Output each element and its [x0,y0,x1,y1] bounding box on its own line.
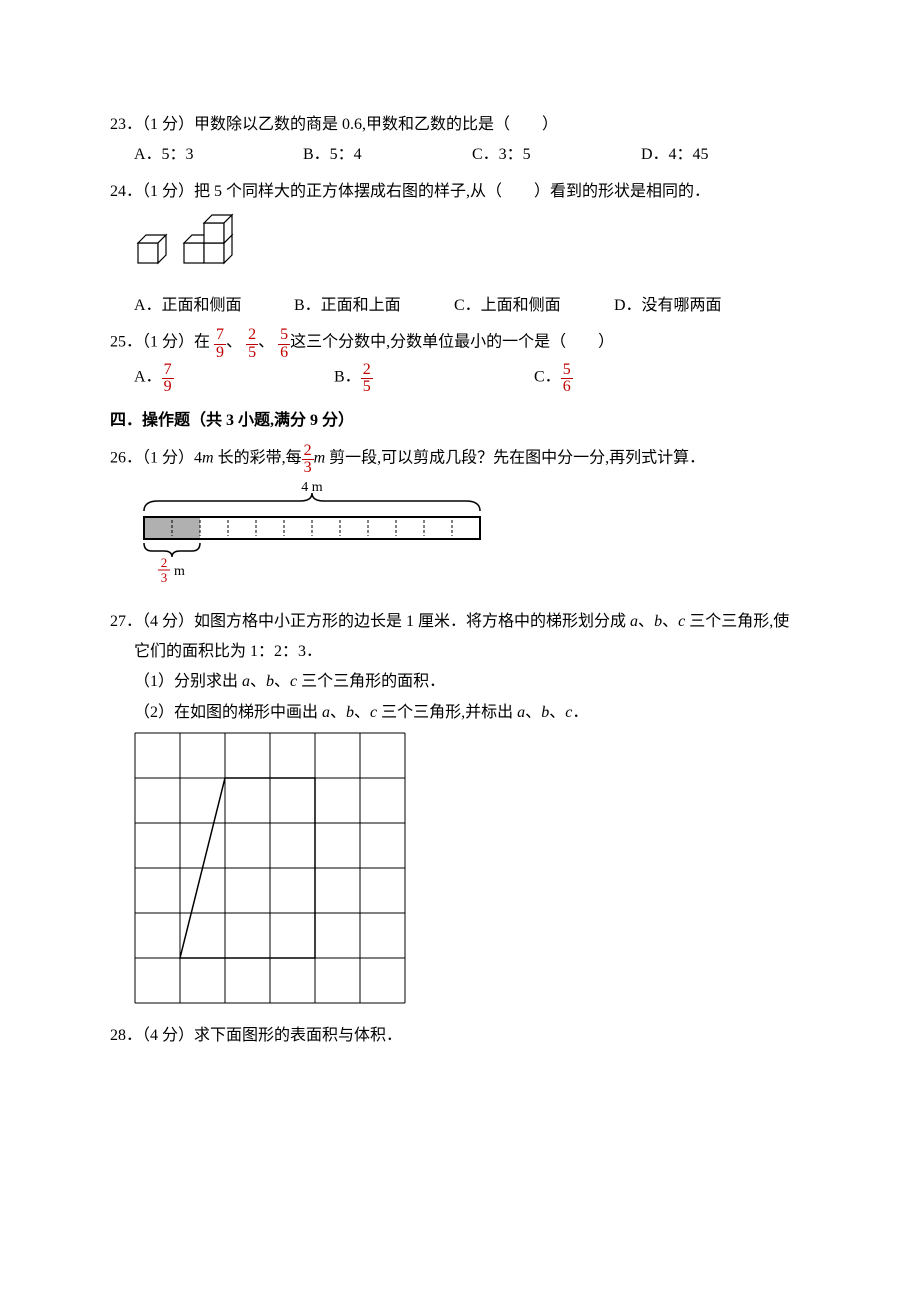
q24-points: （1 分） [142,183,194,200]
q26-unit1: m [202,449,214,466]
q25-number: 25 [110,333,126,350]
grid-svg [134,732,406,1004]
q23-choice-d: D．4：45 [641,140,810,170]
q26-frac: 23 [302,443,314,478]
q28-number: 28 [110,1027,126,1044]
q24-number: 24 [110,183,126,200]
q24-choice-d: D．没有哪两面 [614,291,774,321]
q25-choice-c: C．56 [534,362,734,397]
q25-a-frac: 79 [162,362,174,397]
q25-choice-b: B．25 [334,362,534,397]
q27-text1: 如图方格中小正方形的边长是 1 厘米．将方格中的梯形划分成 [194,613,630,630]
q25-b-frac: 25 [361,362,373,397]
q25-points: （1 分） [142,333,194,350]
q23-choice-a: A．5：3 [134,140,303,170]
q26-unit2: m [314,449,326,466]
q27-text1b: 三个三角形,使 [685,613,789,630]
q25-post: 这三个分数中,分数单位最小的一个是（ ） [290,333,614,350]
q26-stem: 26．（1 分）4m 长的彩带,每23m 剪一段,可以剪成几段？先在图中分一分,… [110,443,810,478]
q27-points: （4 分） [142,613,194,630]
q24-stem: 24．（1 分）把 5 个同样大的正方体摆成右图的样子,从（ ）看到的形状是相同… [110,177,810,207]
section-4-heading: 四．操作题（共 3 小题,满分 9 分） [110,406,810,436]
svg-text:3: 3 [161,570,168,585]
q26-mid: 长的彩带,每 [214,449,302,466]
question-28: 28．（4 分）求下面图形的表面积与体积． [110,1021,810,1051]
q23-choice-b: B．5：4 [303,140,472,170]
question-24: 24．（1 分）把 5 个同样大的正方体摆成右图的样子,从（ ）看到的形状是相同… [110,177,810,321]
q28-stem: 28．（4 分）求下面图形的表面积与体积． [110,1021,810,1051]
exam-page: 23．（1 分）甲数除以乙数的商是 0.6,甲数和乙数的比是（ ） A．5：3 … [0,0,920,1118]
q23-choices: A．5：3 B．5：4 C．3：5 D．4：45 [134,140,810,170]
q27-figure [134,732,810,1015]
q25-choice-a: A．79 [134,362,334,397]
q25-stem: 25．（1 分）在 79、 25、 56这三个分数中,分数单位最小的一个是（ ） [110,327,810,362]
q23-points: （1 分） [142,116,194,133]
q25-frac1: 79 [214,327,226,362]
q24-text: 把 5 个同样大的正方体摆成右图的样子,从（ ）看到的形状是相同的． [194,183,710,200]
q24-choice-b: B．正面和上面 [294,291,454,321]
q28-text: 求下面图形的表面积与体积． [194,1027,402,1044]
q23-number: 23 [110,116,126,133]
q23-stem: 23．（1 分）甲数除以乙数的商是 0.6,甲数和乙数的比是（ ） [110,110,810,140]
q24-choice-a: A．正面和侧面 [134,291,294,321]
q25-frac3: 56 [278,327,290,362]
svg-text:4 m: 4 m [301,481,323,495]
q26-number: 26 [110,449,126,466]
question-25: 25．（1 分）在 79、 25、 56这三个分数中,分数单位最小的一个是（ ）… [110,327,810,396]
question-27: 27．（4 分）如图方格中小正方形的边长是 1 厘米．将方格中的梯形划分成 a、… [110,607,810,1016]
ribbon-svg: 4 m 23 m [134,481,494,589]
q28-points: （4 分） [142,1027,194,1044]
q26-points: （1 分） [142,449,194,466]
q26-figure: 4 m 23 m [134,481,810,600]
q25-choices: A．79 B．25 C．56 [134,362,810,397]
q24-choices: A．正面和侧面 B．正面和上面 C．上面和侧面 D．没有哪两面 [134,291,810,321]
q24-choice-c: C．上面和侧面 [454,291,614,321]
q26-post: 剪一段,可以剪成几段？先在图中分一分,再列式计算． [325,449,705,466]
q27-stem: 27．（4 分）如图方格中小正方形的边长是 1 厘米．将方格中的梯形划分成 a、… [110,607,810,637]
q27-sub1: （1）分别求出 a、b、c 三个三角形的面积． [134,667,810,697]
cubes-svg [134,211,244,273]
q27-number: 27 [110,613,126,630]
q23-choice-c: C．3：5 [472,140,641,170]
q25-c-frac: 56 [561,362,573,397]
svg-text:2: 2 [161,555,168,570]
q24-figure [134,211,810,284]
q25-pre: 在 [194,333,210,350]
question-26: 26．（1 分）4m 长的彩带,每23m 剪一段,可以剪成几段？先在图中分一分,… [110,443,810,601]
q26-pre: 4 [194,449,202,466]
q27-sub2: （2）在如图的梯形中画出 a、b、c 三个三角形,并标出 a、b、c． [134,698,810,728]
q23-text: 甲数除以乙数的商是 0.6,甲数和乙数的比是（ ） [194,116,558,133]
question-23: 23．（1 分）甲数除以乙数的商是 0.6,甲数和乙数的比是（ ） A．5：3 … [110,110,810,171]
q27-stem2: 它们的面积比为 1：2：3． [134,637,810,667]
svg-text:m: m [174,564,185,579]
q25-frac2: 25 [246,327,258,362]
